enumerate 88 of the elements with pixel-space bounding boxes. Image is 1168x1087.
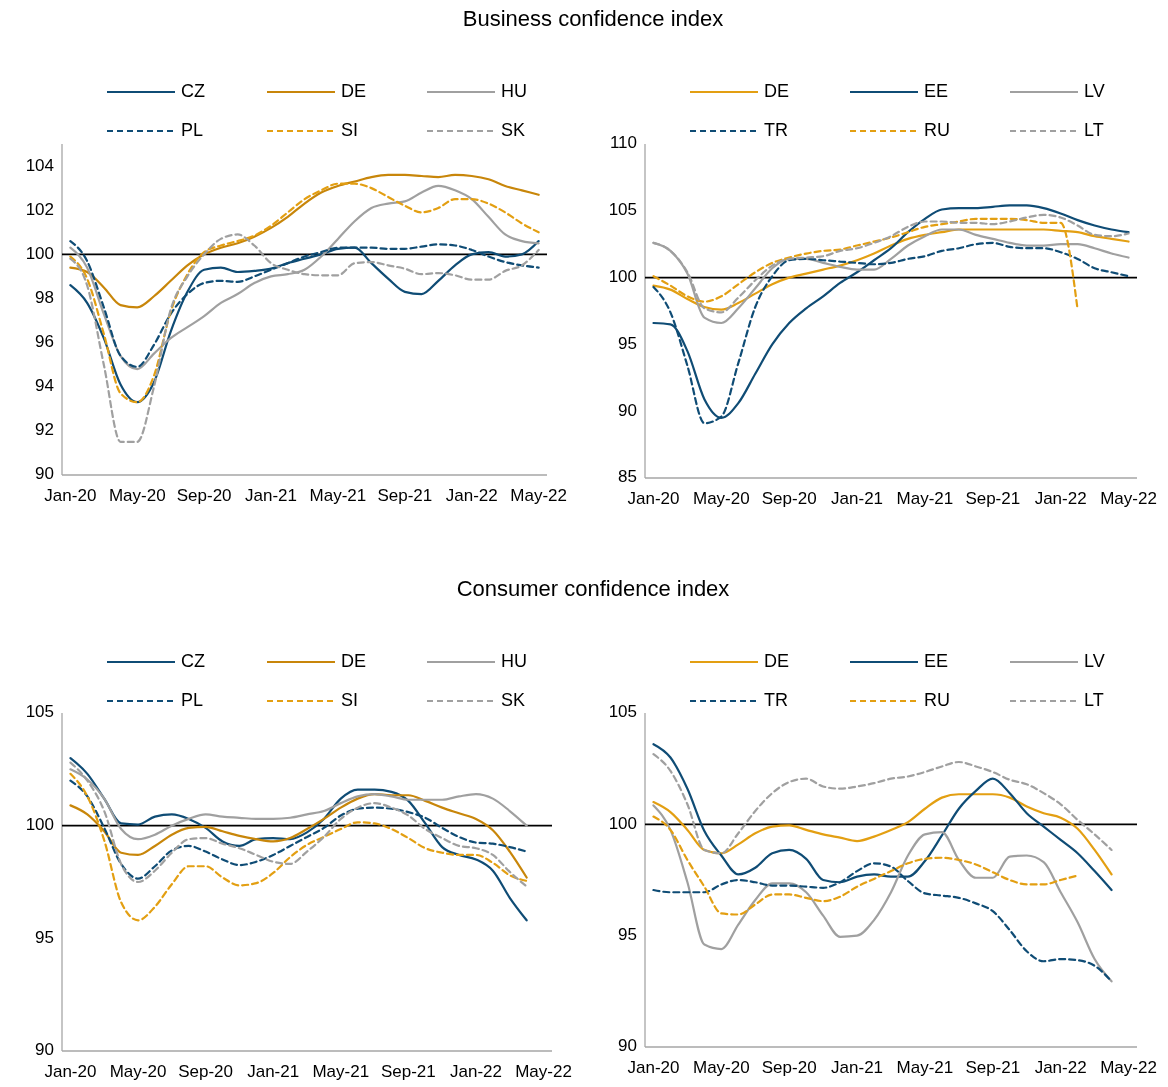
text: Business confidence index: [462, 5, 724, 31]
legend-label: HU: [501, 80, 527, 101]
x-tick-label: Sep-21: [965, 489, 1021, 509]
line-series: [652, 793, 1113, 876]
y-tick-label: 105: [608, 200, 637, 220]
legend-label: PL: [181, 119, 204, 140]
legend-label: SK: [501, 119, 526, 140]
y-tick-label: 95: [35, 927, 54, 947]
x-tick-label: Jan-22: [1034, 489, 1087, 509]
x-tick-label: Jan-21: [245, 486, 298, 506]
legend-label: RU: [924, 119, 950, 140]
y-tick-label: 95: [618, 925, 637, 945]
x-tick-label: May-21: [309, 486, 367, 506]
legend-label: LT: [1084, 689, 1104, 710]
line-series: [69, 761, 528, 888]
legend-label: LV: [1084, 650, 1105, 671]
x-tick-label: Sep-20: [761, 1058, 817, 1078]
y-tick-label: 94: [35, 376, 54, 396]
legend-label: LV: [1084, 80, 1105, 101]
line-series: [69, 182, 540, 404]
x-tick-label: Jan-20: [627, 1058, 680, 1078]
x-tick-label: Sep-20: [176, 486, 232, 506]
legend-label: CZ: [181, 80, 205, 101]
legend-label: SI: [341, 689, 359, 710]
x-tick-label: May-20: [109, 1062, 167, 1082]
line-series: [652, 753, 1113, 855]
legend-label: PL: [181, 689, 204, 710]
y-tick-label: 90: [35, 1040, 54, 1060]
legend-label: EE: [924, 650, 949, 671]
x-tick-label: Jan-21: [831, 489, 884, 509]
x-tick-label: Jan-22: [449, 1062, 502, 1082]
x-tick-label: Sep-21: [377, 486, 433, 506]
x-tick-label: Jan-22: [1034, 1058, 1087, 1078]
y-tick-label: 100: [25, 815, 54, 835]
legend-label: EE: [924, 80, 949, 101]
legend-label: DE: [341, 650, 367, 671]
x-tick-label: Jan-22: [445, 486, 498, 506]
legend-label: RU: [924, 689, 950, 710]
y-tick-label: 95: [618, 333, 637, 353]
line-series: [69, 173, 540, 309]
x-tick-label: Jan-20: [44, 1062, 97, 1082]
x-tick-label: Sep-21: [965, 1058, 1021, 1078]
y-tick-label: 105: [25, 702, 54, 722]
legend-label: CZ: [181, 650, 205, 671]
x-tick-label: May-22: [515, 1062, 572, 1082]
y-tick-label: 92: [35, 420, 54, 440]
legend-label: DE: [764, 650, 790, 671]
legend-label: TR: [764, 689, 788, 710]
x-tick-label: Jan-21: [831, 1058, 884, 1078]
x-tick-label: Jan-20: [44, 486, 97, 506]
legend-label: DE: [764, 80, 790, 101]
x-tick-label: May-20: [693, 1058, 750, 1078]
y-tick-label: 90: [618, 1036, 637, 1056]
x-tick-label: May-20: [108, 486, 166, 506]
y-tick-label: 105: [608, 702, 637, 722]
y-tick-label: 98: [35, 287, 54, 307]
x-tick-label: Jan-20: [627, 489, 680, 509]
y-tick-label: 100: [608, 813, 637, 833]
y-tick-label: 100: [25, 243, 54, 263]
y-tick-label: 104: [25, 155, 54, 175]
y-tick-label: 90: [618, 400, 637, 420]
line-series: [69, 239, 540, 404]
line-series: [652, 804, 1113, 983]
x-tick-label: Sep-20: [178, 1062, 234, 1082]
legend-label: HU: [501, 650, 527, 671]
x-tick-label: May-20: [693, 489, 750, 509]
x-tick-label: Sep-21: [380, 1062, 436, 1082]
y-tick-label: 100: [608, 267, 637, 287]
y-tick-label: 110: [609, 133, 637, 153]
line-series: [652, 815, 1079, 916]
legend-label: SK: [501, 689, 526, 710]
y-tick-label: 85: [618, 467, 637, 487]
x-tick-label: May-22: [1100, 489, 1157, 509]
x-tick-label: May-22: [510, 486, 567, 506]
x-tick-label: May-21: [896, 1058, 954, 1078]
x-tick-label: May-21: [896, 489, 954, 509]
legend-label: SI: [341, 119, 359, 140]
legend-label: TR: [764, 119, 788, 140]
x-tick-label: Jan-21: [247, 1062, 300, 1082]
x-tick-label: May-21: [312, 1062, 370, 1082]
y-tick-label: 96: [35, 332, 54, 352]
legend-label: DE: [341, 80, 367, 101]
x-tick-label: Sep-20: [761, 489, 817, 509]
legend-label: LT: [1084, 119, 1104, 140]
y-tick-label: 102: [25, 199, 54, 219]
x-tick-label: May-22: [1100, 1058, 1157, 1078]
y-tick-label: 90: [35, 464, 54, 484]
chart-title: Consumer confidence index: [456, 575, 730, 601]
